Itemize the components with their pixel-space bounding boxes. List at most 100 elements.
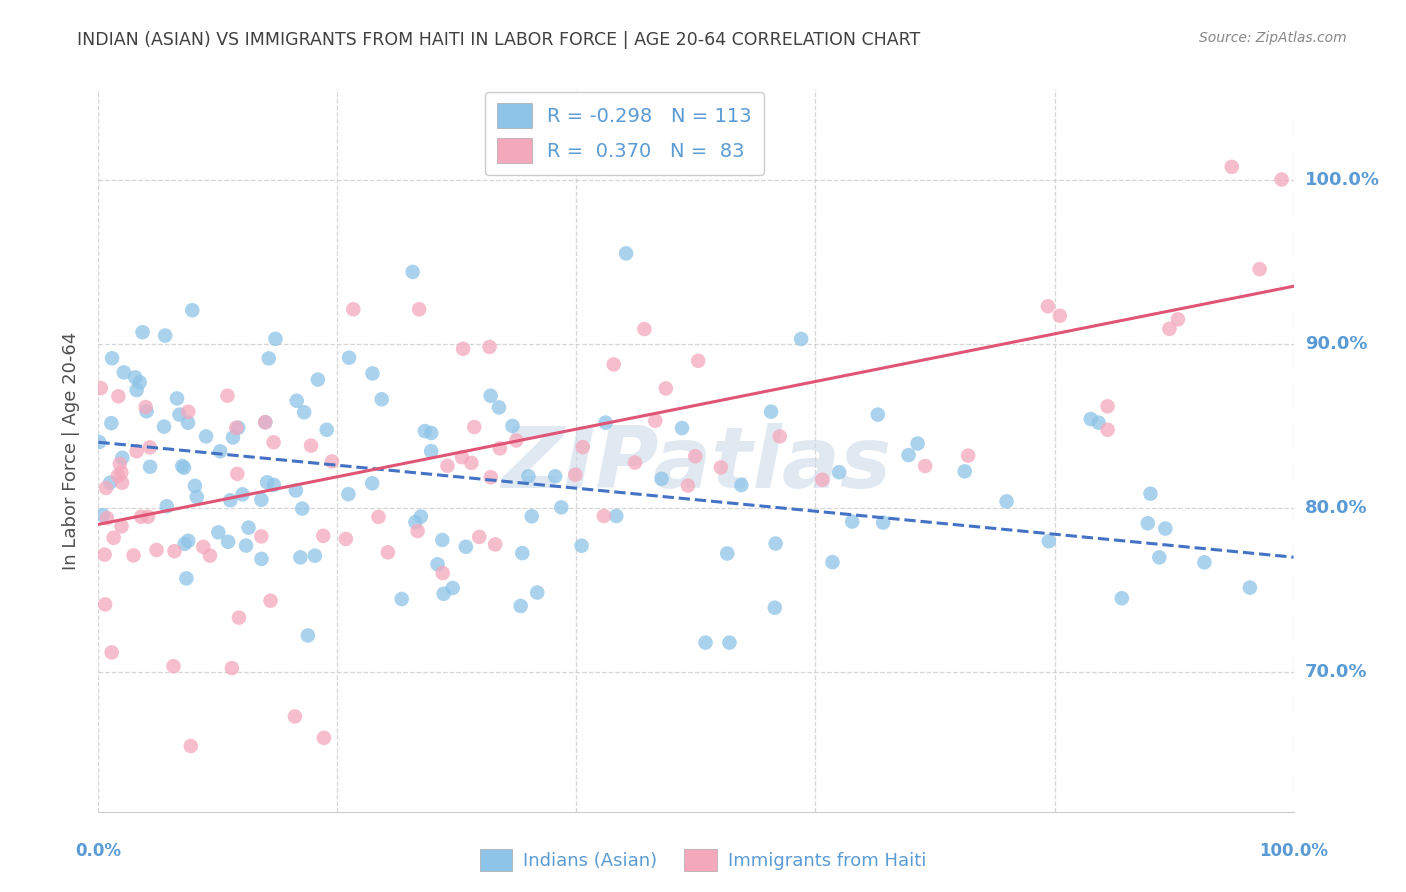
- Point: [468, 530, 491, 544]
- Point: [176, 571, 198, 585]
- Point: [153, 419, 176, 434]
- Point: [263, 478, 285, 492]
- Point: [238, 520, 260, 534]
- Point: [479, 389, 502, 403]
- Point: [361, 367, 384, 381]
- Point: [221, 661, 243, 675]
- Point: [195, 429, 218, 443]
- Point: [505, 434, 527, 448]
- Point: [93, 548, 115, 562]
- Point: [135, 404, 157, 418]
- Point: [367, 509, 389, 524]
- Text: 0.0%: 0.0%: [76, 842, 121, 860]
- Point: [633, 322, 655, 336]
- Point: [111, 475, 134, 490]
- Point: [841, 515, 863, 529]
- Point: [307, 373, 329, 387]
- Point: [96, 511, 118, 525]
- Point: [128, 376, 150, 390]
- Point: [1167, 312, 1189, 326]
- Point: [821, 555, 844, 569]
- Point: [291, 501, 314, 516]
- Point: [110, 519, 132, 533]
- Point: [1038, 534, 1060, 549]
- Point: [1239, 581, 1261, 595]
- Point: [125, 444, 148, 458]
- Point: [125, 383, 148, 397]
- Point: [217, 534, 239, 549]
- Point: [489, 442, 512, 456]
- Point: [228, 610, 250, 624]
- Point: [107, 468, 129, 483]
- Point: [361, 476, 384, 491]
- Point: [250, 529, 273, 543]
- Point: [644, 414, 666, 428]
- Point: [420, 425, 443, 440]
- Point: [671, 421, 693, 435]
- Point: [1049, 309, 1071, 323]
- Point: [1154, 522, 1177, 536]
- Point: [177, 416, 200, 430]
- Point: [765, 536, 787, 550]
- Point: [172, 458, 194, 473]
- Point: [1220, 160, 1243, 174]
- Point: [231, 487, 253, 501]
- Point: [526, 585, 548, 599]
- Point: [595, 416, 617, 430]
- Point: [256, 475, 278, 490]
- Point: [1271, 172, 1294, 186]
- Point: [454, 540, 477, 554]
- Point: [209, 444, 232, 458]
- Point: [1249, 262, 1271, 277]
- Point: [624, 456, 647, 470]
- Point: [509, 599, 531, 613]
- Point: [763, 600, 786, 615]
- Point: [614, 246, 637, 260]
- Point: [108, 457, 131, 471]
- Point: [226, 467, 249, 481]
- Text: 100.0%: 100.0%: [1305, 170, 1379, 188]
- Point: [907, 436, 929, 450]
- Point: [479, 470, 502, 484]
- Point: [101, 351, 124, 366]
- Point: [914, 458, 936, 473]
- Point: [828, 465, 851, 479]
- Point: [441, 581, 464, 595]
- Point: [426, 558, 449, 572]
- Point: [222, 430, 245, 444]
- Point: [107, 389, 129, 403]
- Point: [257, 351, 280, 366]
- Point: [292, 405, 315, 419]
- Point: [866, 408, 889, 422]
- Point: [87, 435, 110, 450]
- Point: [177, 533, 200, 548]
- Point: [335, 532, 357, 546]
- Text: 100.0%: 100.0%: [1258, 842, 1329, 860]
- Point: [235, 539, 257, 553]
- Point: [337, 487, 360, 501]
- Point: [100, 416, 122, 430]
- Point: [484, 537, 506, 551]
- Point: [433, 587, 456, 601]
- Point: [254, 415, 277, 429]
- Point: [100, 645, 122, 659]
- Point: [290, 550, 312, 565]
- Point: [163, 544, 186, 558]
- Y-axis label: In Labor Force | Age 20-64: In Labor Force | Age 20-64: [62, 331, 80, 570]
- Point: [312, 731, 335, 745]
- Point: [957, 449, 980, 463]
- Point: [225, 421, 247, 435]
- Point: [404, 515, 426, 529]
- Point: [263, 435, 285, 450]
- Point: [406, 524, 429, 538]
- Point: [655, 381, 678, 395]
- Text: 80.0%: 80.0%: [1305, 499, 1367, 517]
- Point: [510, 546, 533, 560]
- Point: [571, 539, 593, 553]
- Point: [811, 473, 834, 487]
- Point: [685, 449, 707, 463]
- Point: [695, 635, 717, 649]
- Point: [676, 478, 699, 492]
- Point: [897, 448, 920, 462]
- Text: Source: ZipAtlas.com: Source: ZipAtlas.com: [1199, 31, 1347, 45]
